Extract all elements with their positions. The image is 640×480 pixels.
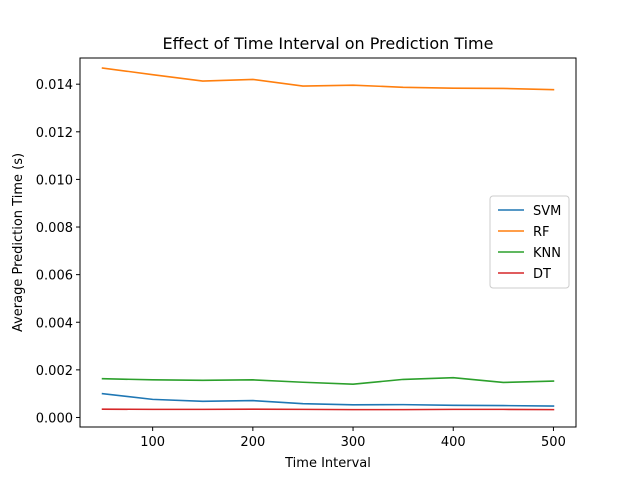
y-tick-label: 0.002 — [36, 364, 73, 379]
x-tick-label: 100 — [140, 435, 165, 450]
x-tick-label: 200 — [240, 435, 265, 450]
series-line-rf — [101, 67, 555, 91]
axes-frame — [79, 57, 577, 428]
legend-box — [489, 195, 570, 289]
legend-label-knn: KNN — [533, 246, 561, 261]
y-tick-label: 0.010 — [36, 173, 73, 188]
legend-label-rf: RF — [533, 225, 550, 240]
x-tick-label: 500 — [541, 435, 566, 450]
series-line-svm — [101, 392, 555, 407]
legend-label-svm: SVM — [533, 204, 561, 219]
series-lines — [101, 67, 555, 411]
y-tick-label: 0.014 — [36, 78, 73, 93]
x-axis-title: Time Interval — [284, 456, 371, 471]
x-axis-ticks: 100 200 300 400 500 — [140, 427, 566, 450]
chart-title: Effect of Time Interval on Prediction Ti… — [163, 34, 494, 53]
x-tick-label: 400 — [441, 435, 466, 450]
legend-label-dt: DT — [533, 267, 551, 282]
series-line-knn — [101, 376, 555, 385]
x-tick-label: 300 — [341, 435, 366, 450]
y-axis-title: Average Prediction Time (s) — [11, 153, 26, 332]
y-tick-label: 0.012 — [36, 126, 73, 141]
legend: SVM RF KNN DT — [489, 195, 570, 289]
y-tick-label: 0.006 — [36, 269, 73, 284]
y-axis-ticks: 0.000 0.002 0.004 0.006 0.008 0.010 0.012 0.014 — [36, 78, 80, 426]
y-tick-label: 0.000 — [36, 411, 73, 426]
y-tick-label: 0.008 — [36, 221, 73, 236]
y-tick-label: 0.004 — [36, 316, 73, 331]
